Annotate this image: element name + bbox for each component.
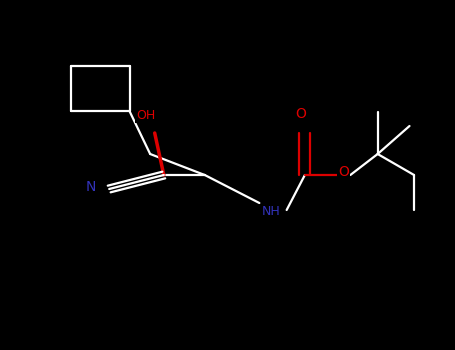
Text: NH: NH: [261, 205, 280, 218]
Text: N: N: [86, 180, 96, 194]
Text: OH: OH: [136, 109, 155, 122]
Text: O: O: [295, 107, 306, 121]
Text: O: O: [338, 165, 349, 179]
